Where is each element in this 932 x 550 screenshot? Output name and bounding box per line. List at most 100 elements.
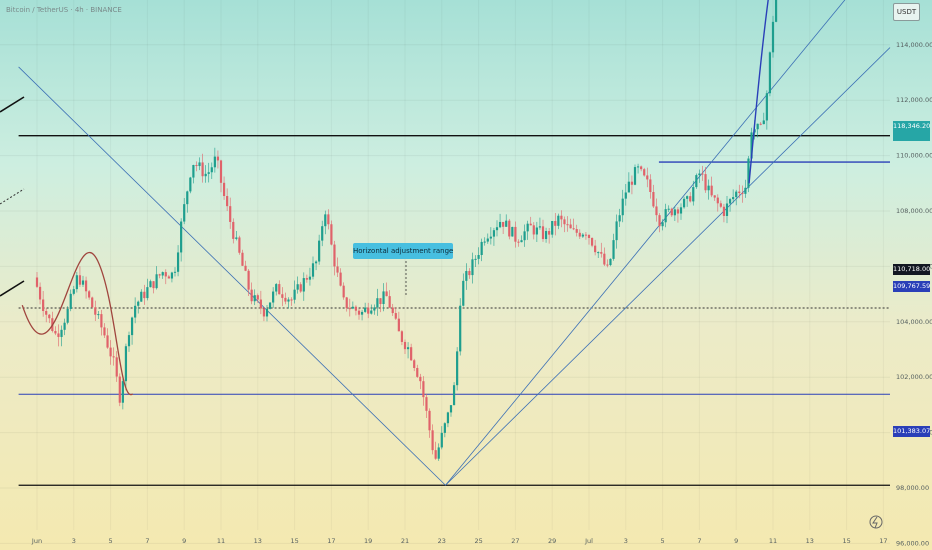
candle-body xyxy=(376,298,379,308)
candle-body xyxy=(655,206,658,216)
left-segment xyxy=(0,280,25,297)
candle-body xyxy=(118,376,121,403)
candle-body xyxy=(618,215,621,222)
candle-body xyxy=(446,412,450,424)
annotation-label[interactable]: Horizontal adjustment range xyxy=(353,243,453,259)
candle-body xyxy=(722,206,726,216)
candle-body xyxy=(508,220,511,237)
price-tag-110718: 110,718.00 xyxy=(893,264,931,275)
candle-body xyxy=(636,166,640,168)
candle-body xyxy=(296,284,299,290)
x-tick-label: 15 xyxy=(842,537,850,545)
candle-body xyxy=(38,286,42,300)
candle-body xyxy=(146,287,149,299)
candle-body xyxy=(520,240,523,243)
candle-body xyxy=(314,261,318,264)
candle-body xyxy=(529,223,532,226)
candle-body xyxy=(103,327,106,336)
candle-body xyxy=(164,272,167,277)
candle-body xyxy=(406,347,410,350)
candle-body xyxy=(195,165,198,167)
candle-body xyxy=(437,447,440,459)
candle-body xyxy=(679,207,683,214)
candle-body xyxy=(581,234,584,237)
x-tick-label: 13 xyxy=(254,537,262,545)
candle-body xyxy=(388,296,391,308)
candle-body xyxy=(207,172,210,174)
lightning-icon xyxy=(869,515,883,529)
candle-body xyxy=(186,191,189,205)
candle-body xyxy=(134,305,137,318)
candle-body xyxy=(489,236,492,239)
y-tick-label: 104,000.00 xyxy=(896,318,932,326)
candle-body xyxy=(54,331,57,334)
candle-body xyxy=(486,238,489,242)
candle-body xyxy=(216,156,220,161)
x-tick-label: 15 xyxy=(290,537,298,545)
candle-body xyxy=(336,266,339,273)
candle-body xyxy=(459,305,462,352)
candle-body xyxy=(250,289,253,302)
candle-body xyxy=(664,209,667,223)
candle-body xyxy=(91,297,94,308)
time-axis[interactable]: Jun 3 5 7 9 11 13 15 17 19 21 23 25 27 29 Jul 3 5 7 9 11 13 15… xyxy=(31,537,888,545)
candles xyxy=(35,0,778,461)
candle-body xyxy=(149,281,152,288)
candle-body xyxy=(471,259,474,276)
current-price-tag: 118,346.20 xyxy=(893,121,930,141)
candle-body xyxy=(400,331,404,342)
candle-body xyxy=(498,221,502,228)
x-tick-label: 25 xyxy=(474,537,482,545)
candle-body xyxy=(57,333,60,337)
y-tick-label: 98,000.00 xyxy=(896,484,929,492)
y-tick-label: 108,000.00 xyxy=(896,207,932,215)
candle-body xyxy=(566,224,569,226)
candle-body xyxy=(155,274,158,289)
candle-body xyxy=(327,214,330,225)
candle-body xyxy=(241,252,244,266)
candle-body xyxy=(765,93,768,121)
candle-body xyxy=(762,120,765,125)
candle-body xyxy=(348,308,351,310)
candle-body xyxy=(137,301,140,306)
candle-body xyxy=(247,270,250,290)
candle-body xyxy=(413,360,416,368)
candle-body xyxy=(308,276,312,280)
candle-body xyxy=(572,228,575,230)
candle-body xyxy=(385,291,388,297)
candle-body xyxy=(94,307,97,315)
candle-body xyxy=(170,272,174,279)
candle-body xyxy=(112,356,115,358)
candle-body xyxy=(198,162,201,167)
candle-body xyxy=(176,252,180,272)
currency-selector-button[interactable]: USDT xyxy=(893,3,920,21)
candle-body xyxy=(649,179,652,193)
candle-body xyxy=(621,198,624,216)
candle-body xyxy=(431,430,434,451)
candle-body xyxy=(535,227,538,235)
candle-body xyxy=(60,329,63,337)
y-tick-label: 112,000.00 xyxy=(896,96,932,104)
left-segment xyxy=(0,188,25,205)
candle-body xyxy=(738,191,741,194)
trendline-descending-line xyxy=(18,66,446,486)
candle-body xyxy=(541,226,545,240)
x-tick-label: 27 xyxy=(511,537,519,545)
candle-body xyxy=(410,347,413,361)
candle-body xyxy=(78,275,82,285)
candle-body xyxy=(560,215,563,220)
x-tick-label: 17 xyxy=(879,537,887,545)
candle-body xyxy=(100,314,103,328)
candle-body xyxy=(351,306,354,309)
trendline-ascending-line-lower xyxy=(445,47,891,486)
candle-body xyxy=(661,222,664,227)
x-tick-label: 17 xyxy=(327,537,335,545)
candle-body xyxy=(189,177,192,192)
candle-body xyxy=(357,310,361,315)
price-tag-101383: 101,383.07 xyxy=(893,426,931,437)
candle-body xyxy=(725,203,729,216)
x-tick-label: 11 xyxy=(217,537,225,545)
candle-body xyxy=(422,381,425,398)
